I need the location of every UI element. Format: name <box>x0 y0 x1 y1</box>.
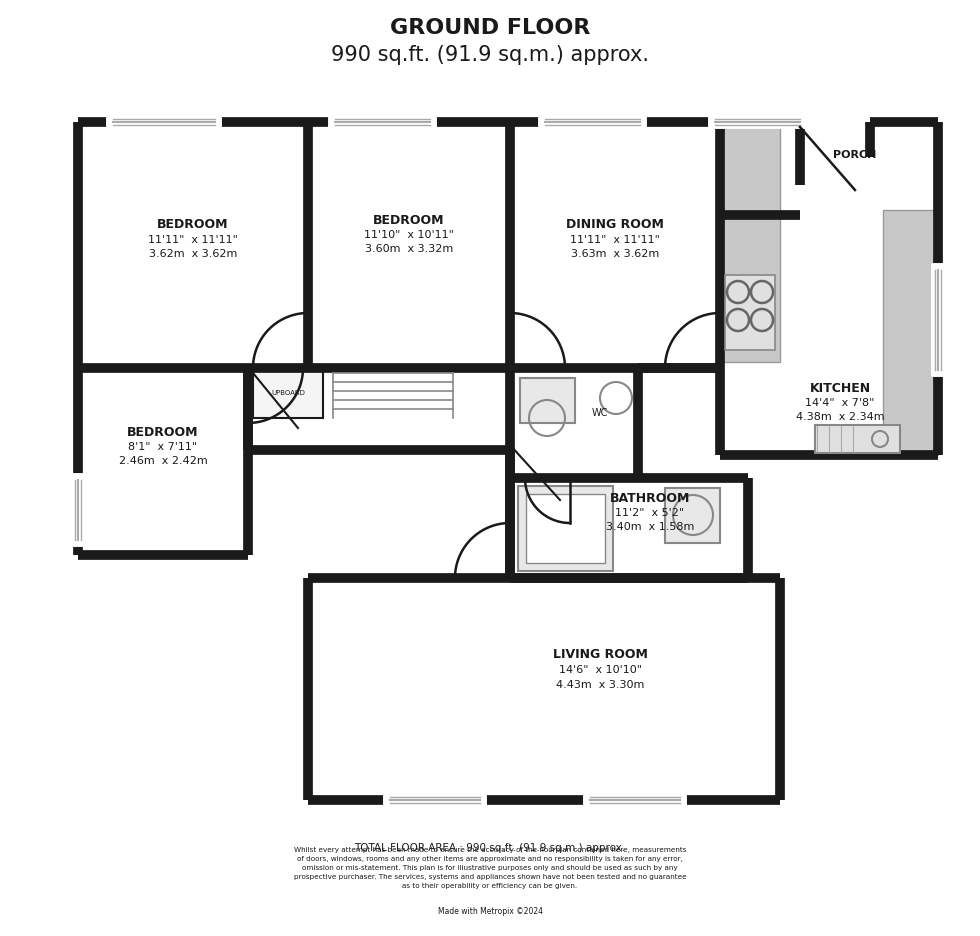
Bar <box>510 368 638 478</box>
Text: 14'4"  x 7'8": 14'4" x 7'8" <box>806 398 875 408</box>
Text: GROUND FLOOR: GROUND FLOOR <box>390 18 590 38</box>
Text: 11'11"  x 11'11": 11'11" x 11'11" <box>148 235 238 245</box>
Bar <box>526 494 605 563</box>
Text: 3.40m  x 1.58m: 3.40m x 1.58m <box>606 522 694 532</box>
Bar <box>510 122 720 368</box>
Text: 3.60m  x 3.32m: 3.60m x 3.32m <box>365 244 453 254</box>
Text: BEDROOM: BEDROOM <box>157 218 228 231</box>
Text: 4.43m  x 3.30m: 4.43m x 3.30m <box>556 680 644 690</box>
Text: 11'10"  x 10'11": 11'10" x 10'11" <box>364 230 454 240</box>
Text: 11'11"  x 11'11": 11'11" x 11'11" <box>570 235 660 245</box>
Text: 8'1"  x 7'11": 8'1" x 7'11" <box>128 442 198 452</box>
Bar <box>308 578 780 800</box>
Text: BEDROOM: BEDROOM <box>373 213 445 227</box>
Text: Whilst every attempt has been made to ensure the accuracy of the floorplan conta: Whilst every attempt has been made to en… <box>294 847 686 889</box>
Text: PORCH: PORCH <box>833 150 877 160</box>
Text: WC: WC <box>592 408 609 418</box>
Bar <box>78 122 308 368</box>
Text: UPBOARD: UPBOARD <box>271 390 305 396</box>
Bar <box>308 122 510 368</box>
Text: 2.46m  x 2.42m: 2.46m x 2.42m <box>119 456 208 466</box>
Text: 3.62m  x 3.62m: 3.62m x 3.62m <box>149 249 237 259</box>
Bar <box>725 275 775 350</box>
Bar <box>720 122 938 455</box>
Text: Made with Metropix ©2024: Made with Metropix ©2024 <box>437 908 543 916</box>
Text: BEDROOM: BEDROOM <box>127 426 199 438</box>
Text: TOTAL FLOOR AREA : 990 sq.ft. (91.9 sq.m.) approx.: TOTAL FLOOR AREA : 990 sq.ft. (91.9 sq.m… <box>355 843 625 853</box>
Bar <box>248 368 510 575</box>
Bar <box>78 368 248 555</box>
Bar <box>883 210 938 455</box>
Text: 11'2"  x 5'2": 11'2" x 5'2" <box>615 508 685 518</box>
Text: 4.38m  x 2.34m: 4.38m x 2.34m <box>796 412 884 422</box>
Bar <box>720 122 780 362</box>
Text: KITCHEN: KITCHEN <box>809 382 870 394</box>
Text: 14'6"  x 10'10": 14'6" x 10'10" <box>559 665 642 675</box>
Bar <box>518 486 613 571</box>
Bar <box>815 425 900 453</box>
Bar <box>720 122 938 215</box>
Bar <box>665 488 720 543</box>
Text: BATHROOM: BATHROOM <box>610 491 690 505</box>
Bar <box>253 368 323 418</box>
Text: 3.63m  x 3.62m: 3.63m x 3.62m <box>571 249 660 259</box>
Text: DINING ROOM: DINING ROOM <box>566 218 663 231</box>
Text: 990 sq.ft. (91.9 sq.m.) approx.: 990 sq.ft. (91.9 sq.m.) approx. <box>331 45 649 65</box>
Text: LIVING ROOM: LIVING ROOM <box>553 649 648 662</box>
Bar <box>520 378 575 423</box>
Bar <box>510 478 748 578</box>
